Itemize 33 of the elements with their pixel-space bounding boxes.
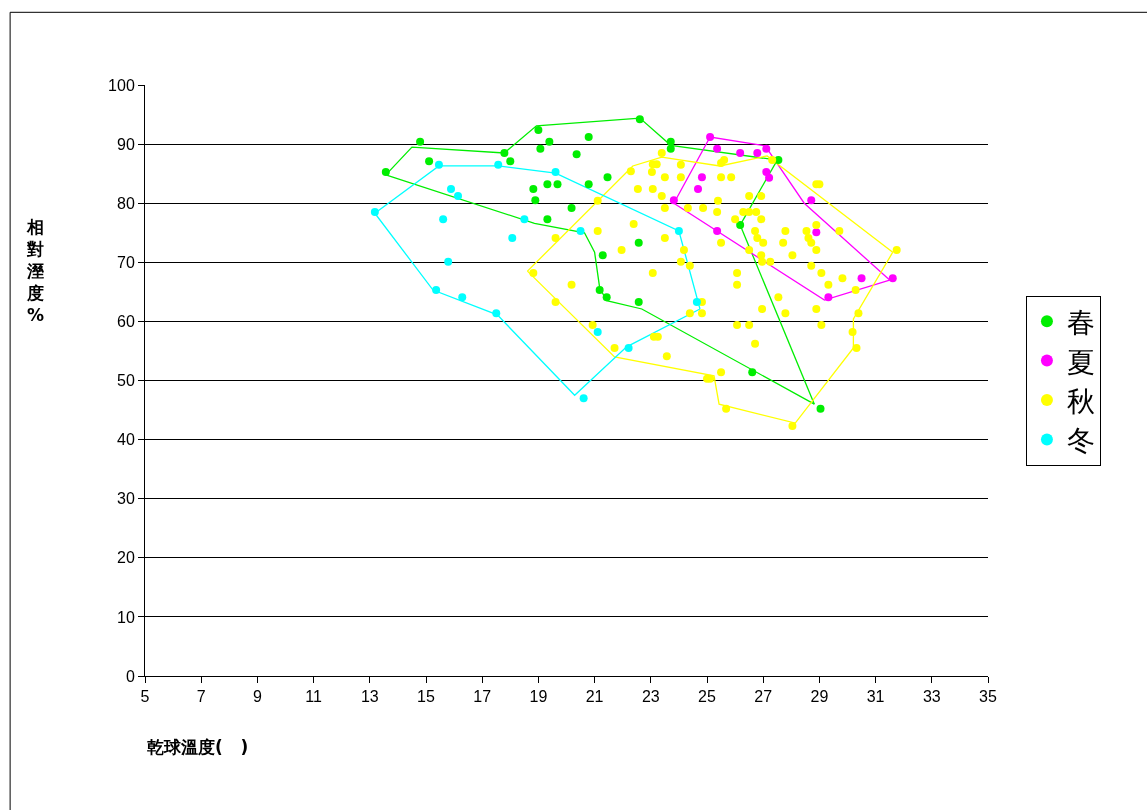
y-tick-label: 0 (125, 667, 135, 685)
y-tick-label: 30 (117, 490, 135, 508)
y-axis-title: 相對溼度% (26, 217, 45, 326)
x-tick-label: 5 (140, 688, 150, 706)
x-tick-label: 23 (641, 688, 660, 706)
y-tick-label: 70 (117, 253, 135, 271)
legend-label: 秋 (1066, 384, 1095, 418)
y-tick-label: 60 (117, 313, 135, 330)
x-axis-title: 乾球溫度( ) (147, 737, 249, 757)
y-tick-label: 100 (108, 76, 135, 94)
x-tick-label: 7 (196, 688, 206, 706)
x-tick-label: 25 (698, 688, 716, 706)
legend-label: 春 (1066, 306, 1095, 340)
y-tick-label: 90 (117, 135, 135, 153)
x-tick-label: 33 (922, 688, 941, 706)
y-tick-label: 10 (117, 608, 135, 626)
x-tick-label: 21 (585, 688, 604, 706)
x-tick-label: 35 (979, 688, 997, 706)
y-tick-label: 20 (117, 549, 135, 567)
x-tick-label: 19 (529, 688, 548, 706)
x-tick-label: 13 (360, 688, 379, 706)
x-tick-label: 9 (252, 688, 262, 706)
x-tick-label: 31 (866, 688, 885, 706)
x-tick-label: 27 (754, 688, 773, 706)
legend-label: 冬 (1066, 424, 1095, 458)
x-tick-label: 29 (810, 688, 829, 706)
x-tick-label: 17 (473, 688, 492, 706)
legend-label: 夏 (1066, 345, 1095, 379)
x-tick-label: 15 (417, 688, 435, 706)
x-tick-label: 11 (305, 688, 323, 706)
y-tick-label: 80 (117, 194, 135, 212)
y-tick-label: 50 (117, 372, 135, 390)
y-tick-label: 40 (117, 431, 135, 449)
